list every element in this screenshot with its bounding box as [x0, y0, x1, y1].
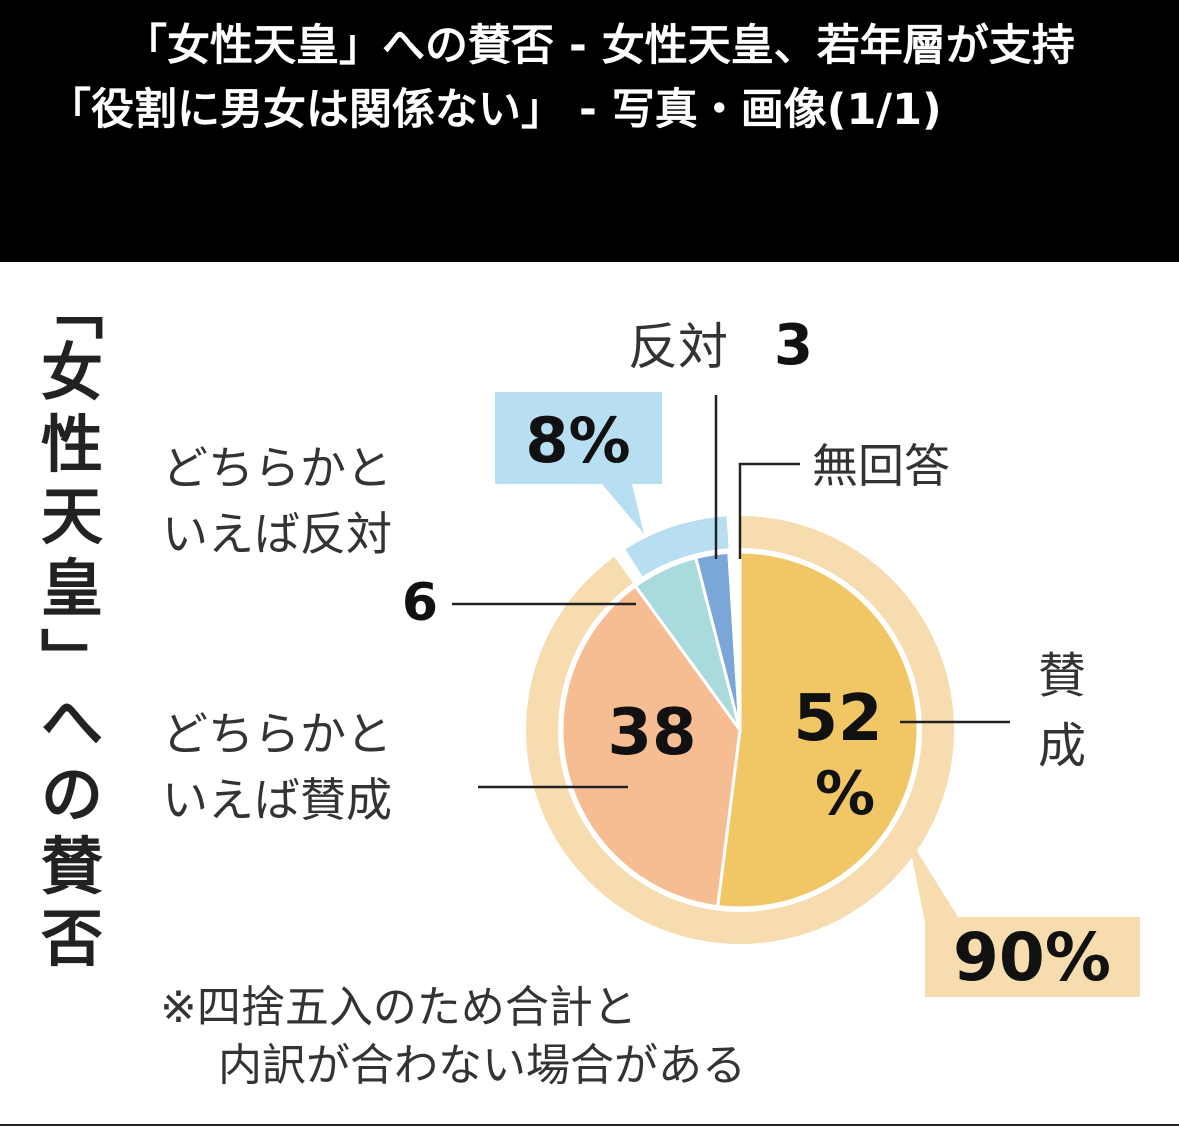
title-char: 性 — [41, 408, 103, 481]
label-somewhat-approve-1: どちらかと — [162, 707, 392, 761]
label-total-oppose: 8% — [525, 404, 630, 477]
label-somewhat-approve-value: 38 — [607, 696, 696, 770]
note-line-2: 内訳が合わない場合がある — [218, 1040, 746, 1091]
title-char: の — [41, 758, 103, 831]
label-somewhat-oppose-1: どちらかと — [162, 441, 392, 495]
label-no-answer: 無回答 — [812, 439, 950, 493]
page-title: 「女性天皇」への賛否 - 女性天皇、若年層が支持 「役割に男女は関係ない」 - … — [48, 21, 1118, 135]
slice-approve — [716, 550, 920, 910]
leader-no-answer — [738, 462, 800, 559]
label-approve-unit: % — [815, 759, 875, 829]
title-char: へ — [41, 686, 103, 759]
note-line-1: ※四捨五入のため合計と — [160, 982, 637, 1033]
chart-figure: ﹁ 女性天皇 ﹂ への賛否 8% 90% どちらかと いえば反対 6 どちらかと いえ… — [0, 262, 1179, 1129]
title-char: ﹂ — [41, 624, 103, 697]
title-char: 否 — [41, 902, 103, 975]
label-somewhat-oppose-2: いえば反対 — [162, 507, 392, 561]
inner-pie — [560, 550, 920, 910]
callout-oppose-total — [495, 392, 662, 534]
title-char: ﹁ — [41, 274, 103, 347]
chart-title-vertical: ﹁女性天皇﹂への賛否 — [41, 274, 103, 975]
title-char: 女 — [41, 336, 103, 409]
slice-somewhat-approve — [560, 583, 742, 909]
title-char: 天 — [41, 480, 103, 553]
leader-lines — [452, 395, 1010, 789]
label-oppose: 反対 — [628, 318, 728, 376]
title-char: 賛 — [41, 830, 103, 903]
pie-chart: ﹁女性天皇﹂への賛否 8% 90% どちらかと いえば反対 6 どちらかと いえ… — [41, 274, 1140, 1091]
bottom-rule — [0, 1124, 1179, 1126]
callout-approve-total — [908, 837, 1140, 997]
label-total-approve: 90% — [953, 919, 1111, 996]
label-approve-2: 成 — [1038, 718, 1086, 774]
label-approve-value: 52 — [793, 682, 882, 756]
label-approve-1: 賛 — [1038, 648, 1086, 704]
label-somewhat-oppose-value: 6 — [402, 573, 438, 633]
label-somewhat-approve-2: いえば賛成 — [162, 773, 392, 827]
page-header: 「女性天皇」への賛否 - 女性天皇、若年層が支持 「役割に男女は関係ない」 - … — [0, 0, 1179, 262]
label-oppose-value: 3 — [774, 313, 813, 378]
title-char: 皇 — [41, 552, 103, 625]
